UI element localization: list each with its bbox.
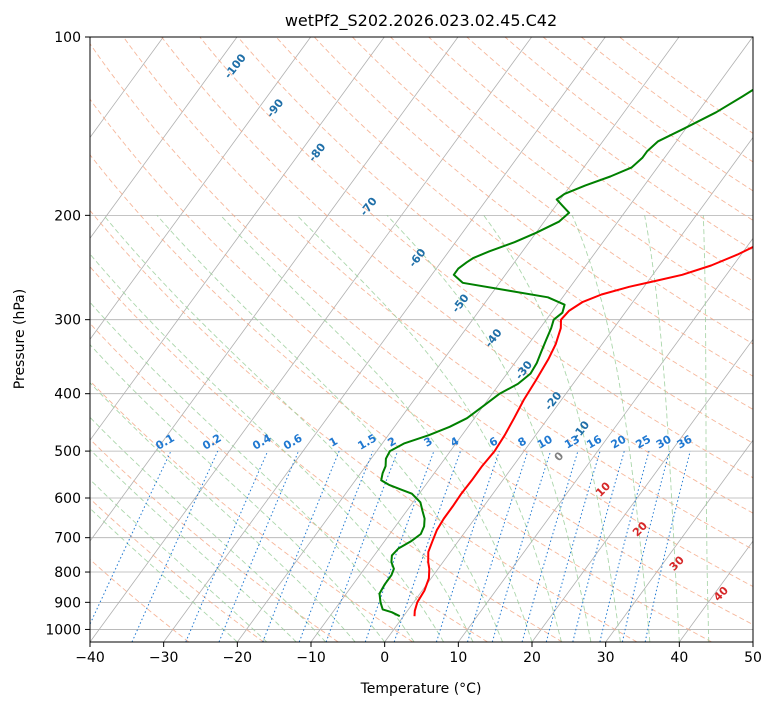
- moist-adiabat: [90, 416, 327, 642]
- y-tick-label: 900: [54, 595, 81, 611]
- dry-adiabat: [390, 37, 753, 313]
- chart-title: wetPf2_S202.2026.023.02.45.C42: [285, 11, 557, 31]
- x-axis-label: Temperature (°C): [360, 681, 482, 697]
- moist-adiabat: [296, 214, 562, 642]
- dry-adiabat: [199, 37, 753, 479]
- x-tick-label: −20: [223, 650, 253, 666]
- dry-adiabat: [581, 37, 753, 163]
- dry-adiabat: [237, 37, 753, 444]
- x-tick-label: 20: [523, 650, 541, 666]
- dry-adiabat: [313, 37, 753, 377]
- moist-adiabat: [483, 215, 621, 642]
- mixing-ratio-line: [262, 450, 340, 642]
- dry-adiabat: [504, 37, 753, 221]
- x-tick-label: 10: [449, 650, 467, 666]
- moist-adiabat: [90, 382, 356, 642]
- mixing-ratio-line: [364, 450, 435, 642]
- dry-adiabat: [90, 438, 339, 642]
- mixing-ratio-line: [185, 450, 269, 642]
- dry-adiabat: [90, 209, 638, 642]
- y-tick-label: 300: [54, 313, 81, 329]
- mixing-ratio-line: [491, 450, 552, 642]
- isotherm: [90, 37, 532, 642]
- x-tick-label: −40: [75, 650, 105, 666]
- x-axis: −40 −30 −20 −10 0 10 20 30 40 50: [75, 642, 762, 666]
- mixing-ratio-line: [131, 450, 219, 642]
- moist-adiabat: [90, 253, 444, 642]
- x-tick-label: −10: [296, 650, 326, 666]
- isotherm: [90, 37, 385, 441]
- x-tick-label: 30: [597, 650, 615, 666]
- isotherm: [605, 439, 753, 642]
- x-tick-label: 0: [380, 650, 389, 666]
- y-axis-label: Pressure (hPa): [12, 289, 28, 389]
- mixing-ratio-line: [467, 450, 529, 642]
- dry-adiabat: [90, 98, 753, 626]
- dry-adiabat: [90, 322, 488, 642]
- isotherm: [90, 37, 238, 240]
- dry-adiabat: [90, 266, 563, 642]
- dry-adiabat: [352, 37, 753, 345]
- x-tick-label: 40: [670, 650, 688, 666]
- mixing-ratio-line: [218, 450, 299, 642]
- mixing-ratio-line: [545, 450, 601, 642]
- moist-adiabat: [702, 215, 710, 642]
- isotherm: [90, 37, 311, 340]
- moist-adiabat: [103, 215, 474, 642]
- y-tick-label: 1000: [45, 622, 81, 638]
- isotherm: [237, 37, 680, 642]
- background-lines: [90, 37, 753, 642]
- dry-adiabat: [161, 37, 753, 514]
- profile-series: [378, 88, 753, 618]
- mixing-ratio-line: [599, 450, 650, 642]
- moist-adiabat: [220, 214, 533, 642]
- dry-adiabat: [275, 37, 753, 410]
- temperature-profile-line: [413, 245, 753, 617]
- y-tick-label: 800: [54, 565, 81, 581]
- mixing-ratio-line: [644, 450, 691, 642]
- y-tick-label: 200: [54, 208, 81, 224]
- plot-frame: [89, 36, 754, 643]
- moist-adiabat: [90, 448, 297, 642]
- mixing-ratio-line: [298, 450, 374, 642]
- y-tick-label: 100: [54, 30, 81, 46]
- moist-adiabat: [90, 344, 386, 642]
- mixing-ratio-line: [521, 450, 579, 642]
- y-tick-label: 400: [54, 387, 81, 403]
- mixing-ratio-line: [325, 450, 399, 642]
- x-tick-label: 50: [744, 650, 762, 666]
- dry-adiabat: [90, 498, 264, 642]
- dewpoint-profile-line: [378, 88, 753, 618]
- moist-adiabat: [644, 215, 680, 642]
- moist-adiabat: [571, 215, 651, 642]
- dry-adiabat: [90, 154, 712, 642]
- dry-adiabat: [90, 42, 753, 588]
- isotherm: [310, 37, 753, 642]
- moist-adiabat: [90, 301, 415, 642]
- mixing-ratio-line: [393, 450, 461, 642]
- y-tick-label: 600: [54, 491, 81, 507]
- y-tick-label: 500: [54, 444, 81, 460]
- mixing-ratio-line: [621, 450, 670, 642]
- mixing-ratio-line: [435, 450, 500, 642]
- dry-adiabat: [123, 37, 753, 551]
- moist-adiabat: [156, 215, 503, 642]
- isotherm: [163, 37, 606, 642]
- y-tick-label: 700: [54, 531, 81, 547]
- y-axis: 100 200 300 400 500 600 700 800 900 1000: [45, 30, 90, 638]
- isotherm: [90, 37, 459, 542]
- mixing-ratio-line: [572, 450, 625, 642]
- x-tick-label: −30: [149, 650, 179, 666]
- moist-adiabat: [386, 214, 592, 642]
- dry-adiabat: [428, 37, 753, 282]
